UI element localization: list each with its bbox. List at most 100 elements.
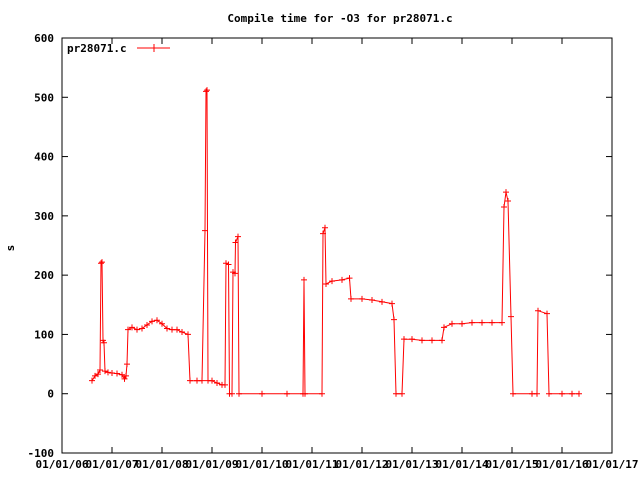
data-point	[459, 320, 465, 327]
data-point	[439, 337, 445, 344]
data-point	[546, 390, 552, 397]
data-point	[134, 326, 140, 333]
data-point	[159, 320, 165, 327]
data-point	[329, 278, 335, 285]
data-point	[534, 390, 540, 397]
data-point	[209, 377, 215, 384]
data-point	[259, 390, 265, 397]
data-point	[225, 261, 232, 268]
data-point	[401, 336, 407, 343]
data-point	[232, 239, 239, 246]
data-point	[429, 337, 435, 344]
data-point	[489, 319, 495, 326]
data-point	[576, 390, 582, 397]
data-point	[144, 321, 150, 328]
data-point	[302, 390, 308, 397]
data-point	[105, 369, 111, 376]
data-point	[98, 260, 104, 267]
data-point	[301, 276, 307, 283]
data-point	[320, 230, 326, 237]
data-point	[389, 300, 395, 307]
chart-title: Compile time for -O3 for pr28071.c	[227, 12, 452, 25]
y-tick-label: 500	[34, 91, 54, 104]
series-layer	[89, 87, 582, 397]
data-point	[505, 198, 511, 205]
data-point	[97, 367, 103, 373]
data-point	[369, 297, 375, 304]
data-point	[114, 370, 120, 377]
data-point	[419, 337, 425, 344]
x-tick-label: 01/01/06	[36, 458, 89, 471]
y-tick-label: 100	[34, 328, 54, 341]
data-point	[441, 324, 447, 331]
y-tick-label: -100	[28, 447, 55, 460]
data-point	[391, 316, 397, 323]
data-point	[284, 390, 290, 397]
x-tick-label: 01/01/10	[236, 458, 289, 471]
data-point	[95, 371, 101, 378]
data-point	[535, 307, 541, 314]
x-tick-label: 01/01/14	[436, 458, 489, 471]
x-tick-label: 01/01/12	[336, 458, 389, 471]
data-point	[232, 270, 238, 277]
y-tick-label: 300	[34, 210, 54, 223]
data-point	[346, 275, 353, 282]
data-point	[174, 326, 180, 333]
data-point	[199, 377, 205, 384]
data-point	[339, 276, 345, 283]
y-tick-label: 200	[34, 269, 54, 282]
data-point	[124, 361, 130, 368]
data-point	[203, 88, 209, 95]
data-point	[139, 325, 145, 332]
legend-marker	[150, 44, 158, 52]
data-point	[236, 390, 242, 397]
data-point	[187, 377, 193, 384]
x-tick-label: 01/01/07	[86, 458, 139, 471]
data-point	[109, 369, 115, 376]
data-point	[235, 233, 241, 240]
data-point	[99, 259, 105, 266]
x-tick-label: 01/01/16	[536, 458, 589, 471]
data-point	[229, 390, 235, 397]
data-point	[154, 317, 160, 324]
data-point	[185, 331, 191, 338]
data-point	[129, 324, 135, 331]
data-point	[449, 320, 455, 327]
x-axis: 01/01/0601/01/0701/01/0801/01/0901/01/10…	[36, 38, 639, 471]
data-point	[359, 295, 365, 302]
data-point	[503, 189, 509, 196]
data-point	[379, 298, 385, 305]
x-tick-label: 01/01/15	[486, 458, 539, 471]
plot-frame	[61, 37, 613, 454]
x-tick-label: 01/01/11	[286, 458, 339, 471]
data-point	[89, 377, 95, 384]
data-point	[399, 390, 405, 397]
data-point	[508, 313, 514, 320]
data-point	[214, 380, 220, 387]
data-point	[501, 203, 507, 210]
x-tick-label: 01/01/09	[186, 458, 239, 471]
data-point	[123, 372, 129, 379]
data-point	[125, 326, 131, 333]
data-point	[322, 224, 328, 231]
data-point	[499, 319, 505, 326]
series-line	[91, 88, 579, 395]
legend: pr28071.c	[67, 42, 170, 55]
y-tick-label: 400	[34, 151, 54, 164]
data-point	[544, 310, 550, 317]
data-point	[101, 339, 107, 346]
data-point	[319, 390, 325, 397]
data-point	[409, 336, 415, 343]
x-tick-label: 01/01/17	[586, 458, 639, 471]
x-tick-label: 01/01/08	[136, 458, 189, 471]
data-point	[469, 319, 475, 326]
data-point	[393, 390, 399, 397]
y-tick-label: 600	[34, 32, 54, 45]
y-tick-label: 0	[47, 388, 54, 401]
data-point	[222, 381, 228, 388]
data-point	[204, 87, 210, 94]
data-point	[348, 295, 354, 302]
data-point	[559, 390, 565, 397]
